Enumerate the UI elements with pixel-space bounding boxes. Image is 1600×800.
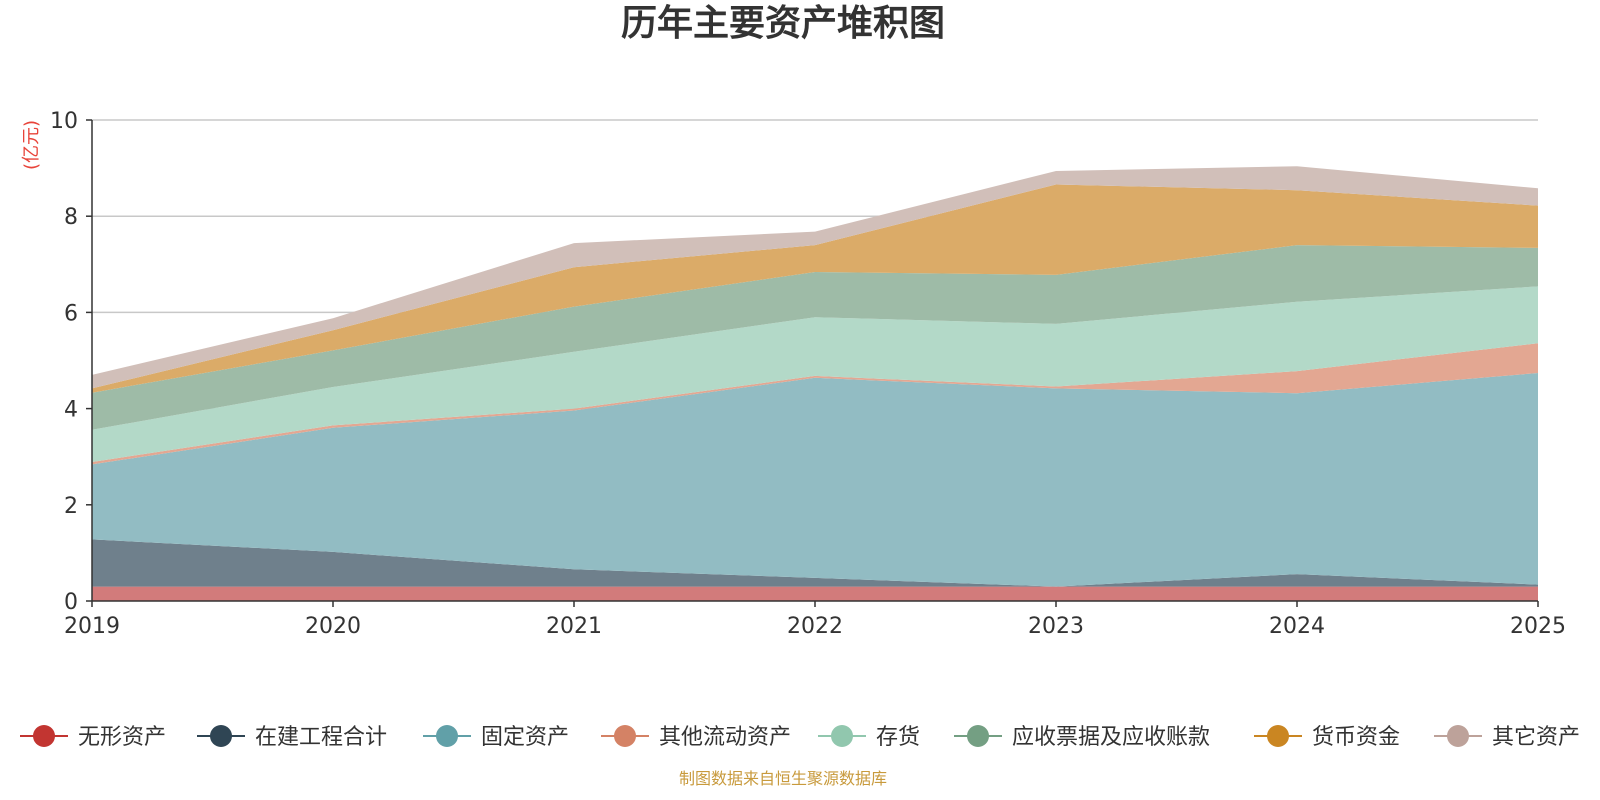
- legend-item-3[interactable]: 其他流动资产: [601, 725, 791, 750]
- legend-item-6[interactable]: 货币资金: [1254, 725, 1400, 750]
- x-tick-label: 2019: [64, 614, 120, 639]
- y-tick-label: 0: [64, 590, 78, 615]
- axes: 0 2 4 6 8 10 2019 2020 2021 2022 2023 2024 2025: [50, 109, 1566, 639]
- y-tick-label: 10: [50, 109, 78, 134]
- area-series-2: [92, 373, 1538, 587]
- legend-label: 应收票据及应收账款: [1012, 725, 1210, 750]
- legend-label: 其它资产: [1492, 725, 1580, 750]
- legend-label: 货币资金: [1312, 725, 1400, 750]
- area-series-5: [92, 245, 1538, 430]
- legend-item-2[interactable]: 固定资产: [423, 725, 569, 750]
- legend-circle-icon: [436, 725, 458, 747]
- legend-circle-icon: [1447, 725, 1469, 747]
- legend: 无形资产 在建工程合计 固定资产 其他流动资产 存货 应收票据及应收账款 货币资金 其它资产: [20, 725, 1580, 750]
- legend-label: 固定资产: [481, 725, 569, 750]
- y-tick-label: 8: [64, 205, 78, 230]
- legend-item-1[interactable]: 在建工程合计: [197, 725, 387, 750]
- legend-item-5[interactable]: 应收票据及应收账款: [954, 725, 1210, 750]
- y-tick-label: 6: [64, 301, 78, 326]
- legend-label: 无形资产: [78, 725, 166, 750]
- legend-item-4[interactable]: 存货: [818, 725, 920, 750]
- y-tick-label: 4: [64, 398, 78, 423]
- chart-title: 历年主要资产堆积图: [621, 3, 945, 44]
- area-series-1: [92, 539, 1538, 587]
- legend-item-0[interactable]: 无形资产: [20, 725, 166, 750]
- legend-circle-icon: [967, 725, 989, 747]
- area-series-0: [92, 586, 1538, 601]
- data-source-note: 制图数据来自恒生聚源数据库: [679, 769, 887, 788]
- legend-circle-icon: [614, 725, 636, 747]
- y-axis-unit-label: (亿元): [21, 120, 42, 170]
- legend-label: 在建工程合计: [255, 725, 387, 750]
- legend-circle-icon: [1267, 725, 1289, 747]
- area-series-4: [92, 286, 1538, 462]
- series-areas: [92, 166, 1538, 601]
- legend-label: 存货: [876, 725, 920, 750]
- x-tick-label: 2024: [1269, 614, 1325, 639]
- y-tick-label: 2: [64, 494, 78, 519]
- x-tick-label: 2020: [305, 614, 361, 639]
- legend-circle-icon: [33, 725, 55, 747]
- area-series-7: [92, 166, 1538, 389]
- x-tick-label: 2021: [546, 614, 602, 639]
- legend-circle-icon: [831, 725, 853, 747]
- legend-circle-icon: [210, 725, 232, 747]
- x-tick-label: 2023: [1028, 614, 1084, 639]
- area-series-6: [92, 184, 1538, 393]
- legend-label: 其他流动资产: [659, 725, 791, 750]
- x-tick-label: 2025: [1510, 614, 1566, 639]
- legend-item-7[interactable]: 其它资产: [1434, 725, 1580, 750]
- x-tick-label: 2022: [787, 614, 843, 639]
